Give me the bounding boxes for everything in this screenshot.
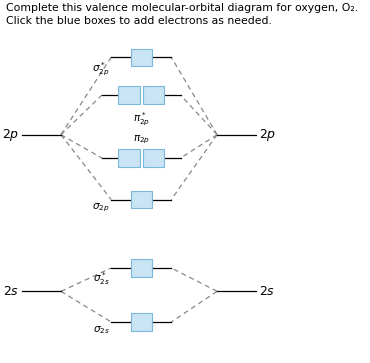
Text: Complete this valence molecular-orbital diagram for oxygen, O₂.: Complete this valence molecular-orbital … xyxy=(6,3,358,13)
Text: $\pi_{2p}$: $\pi_{2p}$ xyxy=(133,134,150,146)
Text: $\sigma^*_{2p}$: $\sigma^*_{2p}$ xyxy=(92,60,110,78)
Bar xyxy=(131,49,152,66)
Text: $\sigma_{2p}$: $\sigma_{2p}$ xyxy=(92,201,110,214)
Bar xyxy=(143,86,164,104)
Text: $\pi^*_{2p}$: $\pi^*_{2p}$ xyxy=(133,110,150,127)
Bar xyxy=(143,150,164,167)
Text: $2p$: $2p$ xyxy=(2,127,19,143)
Text: Click the blue boxes to add electrons as needed.: Click the blue boxes to add electrons as… xyxy=(6,16,272,26)
Text: $\sigma_{2s}$: $\sigma_{2s}$ xyxy=(93,324,110,335)
Text: $2p$: $2p$ xyxy=(259,127,276,143)
Bar xyxy=(131,191,152,208)
Text: $2s$: $2s$ xyxy=(259,285,275,298)
Text: $2s$: $2s$ xyxy=(3,285,19,298)
Bar xyxy=(131,259,152,277)
Text: $\sigma^*_{2s}$: $\sigma^*_{2s}$ xyxy=(93,270,110,286)
Bar xyxy=(131,313,152,331)
Bar xyxy=(118,86,140,104)
Bar xyxy=(118,150,140,167)
